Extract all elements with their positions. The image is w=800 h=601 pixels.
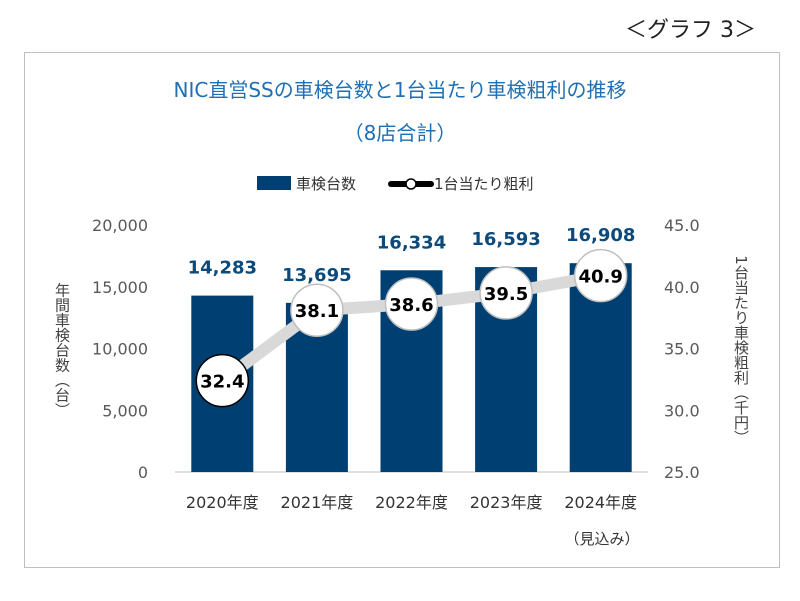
line-marker <box>573 248 628 303</box>
y-tick-label: 10,000 <box>92 340 148 359</box>
line-value-label: 38.6 <box>389 295 433 316</box>
y2-tick-label: 40.0 <box>664 278 700 297</box>
chart-subtitle: （8店合計） <box>343 121 457 145</box>
y-tick-label: 0 <box>138 463 148 482</box>
bar-value-label: 16,334 <box>377 232 446 253</box>
line-marker <box>479 266 533 320</box>
chart-frame <box>24 52 780 568</box>
line-series: 32.4 38.1 38.6 39.5 40.9 <box>195 248 628 408</box>
line-value-label: 32.4 <box>200 372 244 393</box>
chart-title: NIC直営SSの車検台数と1台当たり車検粗利の推移 <box>173 78 627 102</box>
x-tick-label: 2024年度 <box>564 493 637 512</box>
line-marker <box>384 277 439 331</box>
axis-ticks: 0 25.0 5,000 30.0 10,000 35.0 15,000 40.0 20,000… <box>92 216 700 512</box>
line-value-label: 39.5 <box>484 284 528 305</box>
y-axis-title: 年間車検台数（台） <box>53 283 71 418</box>
legend-line-label: 1台当たり粗利 <box>434 175 534 193</box>
x-tick-label: 2022年度 <box>375 493 448 512</box>
bar-value-label: 16,908 <box>566 225 635 246</box>
figure-label: ＜グラフ 3＞ <box>625 18 756 43</box>
category-note: （見込み） <box>564 530 639 548</box>
x-tick-label: 2021年度 <box>281 493 354 512</box>
x-tick-label: 2023年度 <box>470 493 543 512</box>
line-value-label: 38.1 <box>295 301 339 322</box>
y-tick-label: 20,000 <box>92 216 148 235</box>
y2-axis-title: 1台当たり車検粗利（千円） <box>732 255 750 445</box>
y2-tick-label: 30.0 <box>664 401 700 420</box>
legend-line-marker <box>405 178 417 190</box>
legend-bar-swatch <box>257 176 291 190</box>
line-value-label: 40.9 <box>578 267 622 288</box>
y2-tick-label: 45.0 <box>664 216 700 235</box>
y2-tick-label: 35.0 <box>664 340 700 359</box>
bar-value-label: 13,695 <box>282 265 351 286</box>
bar-series: 14,283 13,695 16,334 16,593 16,908 <box>188 225 635 472</box>
x-tick-label: 2020年度 <box>186 493 259 512</box>
legend: 車検台数 1台当たり粗利 <box>257 175 534 193</box>
y-tick-label: 5,000 <box>102 401 148 420</box>
line-marker <box>195 353 250 408</box>
bar-value-label: 14,283 <box>188 258 257 279</box>
legend-bar-label: 車検台数 <box>296 175 356 193</box>
y2-tick-label: 25.0 <box>664 463 700 482</box>
y-tick-label: 15,000 <box>92 278 148 297</box>
bar-value-label: 16,593 <box>471 229 540 250</box>
line-marker <box>290 283 344 337</box>
